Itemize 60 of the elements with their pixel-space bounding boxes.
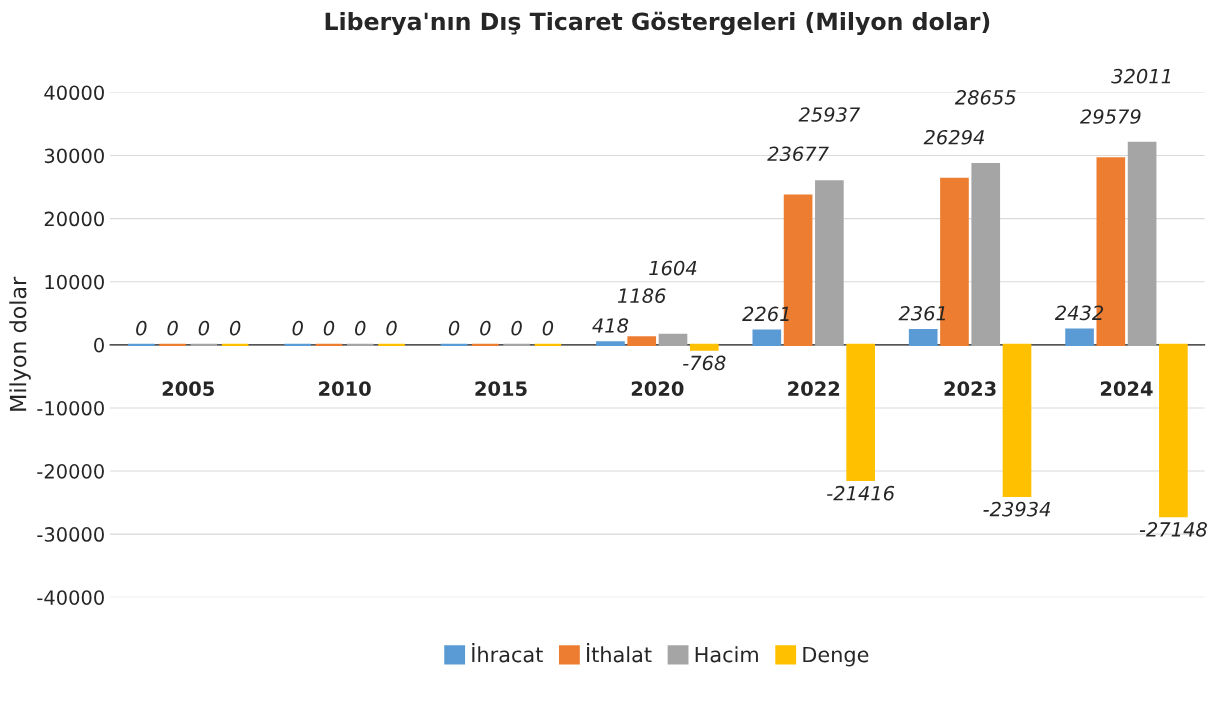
y-tick-label: -30000 — [37, 527, 104, 542]
x-tick-label: 2005 — [162, 381, 214, 396]
legend-label: Denge — [803, 646, 869, 667]
legend-label: İhracat — [472, 643, 543, 663]
bar — [1002, 343, 1032, 497]
chart-title: Liberya'nın Dış Ticaret Göstergeleri (Milyon dolar) — [325, 11, 990, 36]
bar — [971, 162, 1001, 346]
data-label: 0 — [323, 320, 335, 336]
data-label: 25937 — [798, 107, 861, 122]
y-tick-label: -10000 — [37, 400, 104, 416]
data-label: 26294 — [923, 129, 985, 145]
data-label: 29579 — [1079, 109, 1141, 124]
x-tick-label: 2022 — [788, 381, 840, 396]
y-tick-label: 10000 — [45, 274, 104, 290]
x-tick-label: 2020 — [631, 381, 684, 396]
data-label: 0 — [229, 320, 241, 336]
x-tick-label: 2024 — [1100, 381, 1153, 396]
data-label: 0 — [448, 320, 460, 336]
data-label: 0 — [136, 320, 147, 336]
data-label: 0 — [198, 320, 210, 336]
legend-label: Hacim — [695, 646, 758, 663]
bar — [908, 328, 938, 346]
data-label: 23677 — [767, 146, 829, 162]
y-tick-label: -20000 — [37, 463, 104, 479]
data-label: 0 — [292, 320, 303, 336]
data-label: 0 — [386, 320, 397, 336]
data-label: 0 — [542, 320, 554, 336]
y-tick-label: -40000 — [37, 590, 104, 605]
bar — [1159, 343, 1188, 518]
y-tick-label: 20000 — [44, 211, 104, 227]
y-tick-label: 40000 — [44, 85, 104, 101]
data-label: 32011 — [1111, 68, 1171, 84]
legend-label: İthalat — [587, 643, 652, 663]
data-label: 0 — [355, 320, 366, 336]
data-label: -768 — [683, 355, 726, 371]
bar — [1065, 328, 1094, 346]
bar — [627, 336, 657, 346]
bar — [596, 341, 625, 346]
y-tick-label: 30000 — [44, 148, 104, 164]
bar — [1127, 141, 1157, 346]
data-label: 1186 — [617, 288, 666, 304]
data-label: -21416 — [827, 485, 895, 501]
data-label: 0 — [511, 320, 522, 336]
x-tick-label: 2010 — [319, 381, 371, 396]
data-label: 1604 — [649, 260, 697, 276]
bar — [658, 333, 688, 346]
data-label: 418 — [592, 318, 629, 333]
data-label: 0 — [480, 320, 491, 336]
bar — [689, 343, 719, 351]
data-label: -27148 — [1139, 522, 1207, 537]
data-label: 28655 — [954, 89, 1016, 105]
y-tick-label: 0 — [94, 337, 104, 353]
bar — [846, 343, 875, 482]
bar — [752, 329, 782, 346]
y-axis-title: Milyon dolar — [9, 276, 31, 411]
bar — [815, 180, 844, 346]
data-label: -23934 — [983, 501, 1051, 517]
x-tick-label: 2015 — [475, 381, 527, 396]
x-tick-label: 2023 — [944, 381, 996, 396]
data-label: 0 — [167, 320, 178, 336]
